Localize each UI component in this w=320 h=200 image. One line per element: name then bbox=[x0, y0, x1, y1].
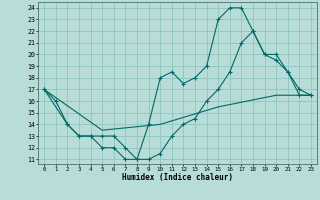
X-axis label: Humidex (Indice chaleur): Humidex (Indice chaleur) bbox=[122, 173, 233, 182]
